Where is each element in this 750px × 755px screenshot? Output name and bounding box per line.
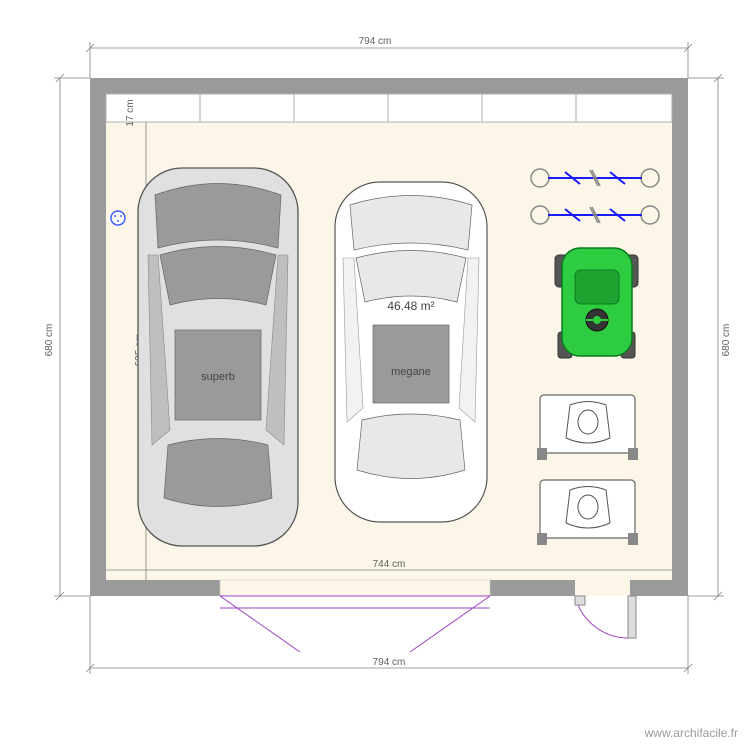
equipment-2	[537, 480, 638, 545]
lawn-mower-icon	[555, 248, 638, 358]
garage-door-swing-icon	[220, 596, 490, 652]
shelf-depth-label: 17 cm	[125, 99, 136, 126]
dim-left-label: 680 cm	[44, 324, 55, 357]
room-area-label: 46.48 m²	[387, 299, 434, 313]
car-right-label: megane	[391, 366, 431, 378]
equipment-1	[537, 395, 638, 460]
dim-left-outer: 680 cm	[44, 74, 90, 600]
garage-door-opening	[220, 580, 490, 596]
car-left-label: superb	[201, 371, 235, 383]
power-outlet-icon	[111, 211, 125, 225]
dim-bottom-label: 794 cm	[373, 657, 406, 668]
side-door-icon	[575, 596, 636, 638]
dim-right-outer: 680 cm	[688, 74, 732, 600]
side-door-opening	[575, 580, 630, 596]
dim-inner-bottom-label: 744 cm	[373, 559, 406, 570]
dim-right-label: 680 cm	[721, 324, 732, 357]
floorplan-canvas: 794 cm 680 cm 680 cm 744 cm 17 cm	[0, 0, 750, 750]
shelves: 17 cm	[106, 94, 672, 127]
watermark: www.archifacile.fr	[645, 726, 738, 740]
dim-top-label: 794 cm	[359, 36, 392, 47]
car-right: megane 46.48 m²	[335, 182, 487, 522]
car-left: superb	[138, 168, 298, 546]
dim-top-outer: 794 cm	[86, 36, 692, 78]
